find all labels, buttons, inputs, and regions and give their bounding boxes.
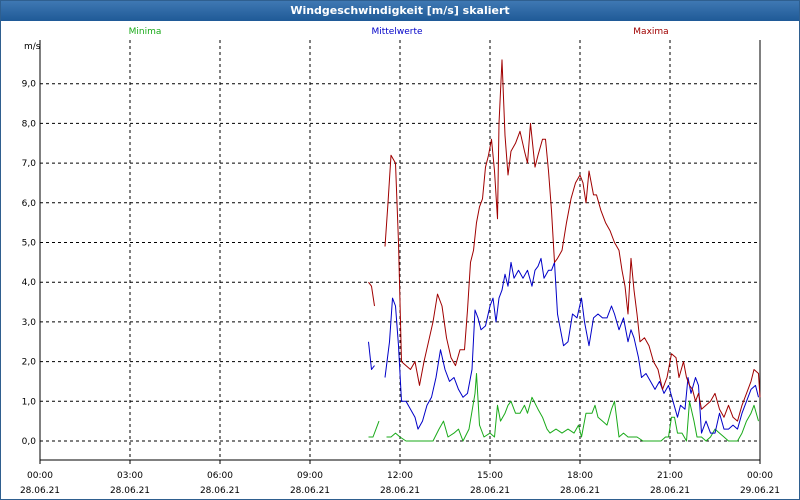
x-tick-time: 00:00 [747, 471, 773, 481]
series-line-segment [384, 257, 759, 434]
x-tick-time: 00:00 [27, 471, 53, 481]
series-minima [368, 373, 759, 442]
series-line-segment [384, 59, 761, 422]
legend-item-minima: Minima [129, 27, 162, 37]
x-tick-time: 18:00 [567, 471, 593, 481]
grid-lines [40, 40, 760, 460]
x-tick-date: 28.06.21 [650, 486, 690, 496]
y-tick-label: 5,0 [22, 239, 37, 249]
x-tick-time: 06:00 [207, 471, 233, 481]
x-tick-date: 29.06.21 [740, 486, 780, 496]
y-tick-label: 8,0 [22, 119, 37, 129]
y-axis-label: m/s [24, 42, 41, 52]
series-line-segment [368, 281, 375, 307]
x-tick-date: 28.06.21 [560, 486, 600, 496]
window-title: Windgeschwindigkeit [m/s] skaliert [1, 1, 799, 21]
y-axis-tick-labels: 0,0 1,0 2,0 3,0 4,0 5,0 6,0 7,0 8,0 9,0 [22, 80, 37, 447]
x-tick-time: 03:00 [117, 471, 143, 481]
y-tick-label: 9,0 [22, 80, 37, 90]
x-tick-time: 09:00 [297, 471, 323, 481]
series-lines [368, 59, 761, 442]
x-tick-time: 12:00 [387, 471, 413, 481]
x-tick-time: 15:00 [477, 471, 503, 481]
x-axis-tick-labels: 00:00 28.06.21 03:00 28.06.21 06:00 28.06.21 0… [20, 471, 780, 496]
x-tick-time: 21:00 [657, 471, 683, 481]
series-line-segment [368, 341, 375, 370]
x-tick-date: 28.06.21 [110, 486, 150, 496]
y-tick-label: 1,0 [22, 397, 37, 407]
x-tick-date: 28.06.21 [380, 486, 420, 496]
y-tick-label: 2,0 [22, 358, 37, 368]
x-tick-date: 28.06.21 [200, 486, 240, 496]
series-maxima [368, 59, 761, 422]
legend-item-maxima: Maxima [633, 27, 668, 37]
y-tick-label: 3,0 [22, 318, 37, 328]
x-tick-date: 28.06.21 [290, 486, 330, 496]
legend: Minima Mittelwerte Maxima [129, 27, 669, 37]
legend-item-mittelwerte: Mittelwerte [371, 27, 422, 37]
y-tick-label: 0,0 [22, 437, 37, 447]
series-line-segment [368, 420, 380, 438]
series-line-segment [386, 373, 759, 442]
y-tick-label: 6,0 [22, 199, 37, 209]
x-tick-date: 28.06.21 [470, 486, 510, 496]
series-mittelwerte [368, 257, 759, 434]
axes [39, 40, 761, 464]
y-tick-label: 7,0 [22, 159, 37, 169]
y-tick-label: 4,0 [22, 278, 37, 288]
x-tick-date: 28.06.21 [20, 486, 60, 496]
